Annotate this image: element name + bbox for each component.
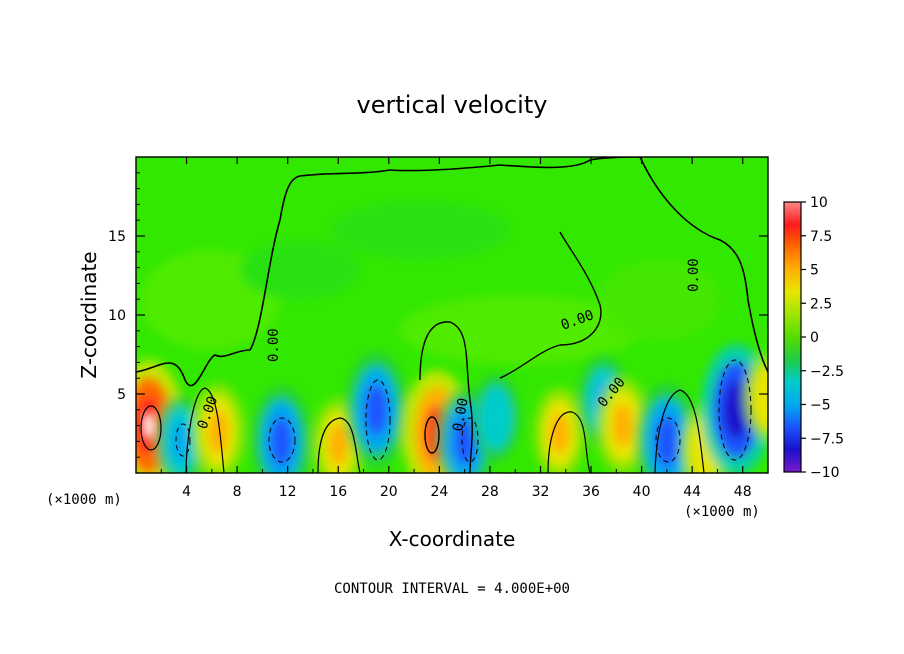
colorbar-scale	[783, 201, 802, 473]
x-axis-label: X-coordinate	[389, 527, 516, 551]
cell-layer	[136, 344, 768, 473]
contour-negative-5	[461, 417, 479, 463]
cell-core	[328, 424, 348, 466]
cell-core	[655, 415, 679, 468]
cell-core	[723, 380, 750, 439]
cell-core	[487, 398, 506, 438]
x-unit-right: (×1000 m)	[684, 504, 760, 520]
colorbar-tick-label: 5	[810, 263, 819, 279]
y-ticks: 5 10 15	[108, 172, 768, 458]
cell-core	[758, 377, 768, 417]
x-tick-label: 12	[279, 484, 297, 500]
zero-contour	[136, 157, 768, 387]
zero-contour-2	[499, 231, 602, 379]
contour-label: 0.00	[266, 328, 282, 362]
x-tick-label: 20	[380, 484, 398, 500]
x-unit-left: (×1000 m)	[46, 492, 122, 508]
colorbar-ticks: 10 7.5 5 2.5 0 −2.5 −5 −7.5 −10	[801, 195, 844, 481]
colorbar-tick-label: 7.5	[810, 229, 832, 245]
cell-core	[170, 420, 190, 462]
y-tick-label: 15	[108, 229, 126, 245]
x-tick-label: 40	[633, 484, 651, 500]
colorbar-tick-label: −2.5	[810, 364, 844, 380]
x-tick-label: 44	[683, 484, 701, 500]
cell-peak	[142, 411, 155, 440]
zero-contour-6	[654, 389, 705, 473]
zero-contour-7	[185, 387, 225, 473]
contour-label: 0.00	[686, 258, 702, 292]
chart-title: vertical velocity	[357, 91, 548, 119]
contour-negative-6	[175, 423, 191, 457]
colorbar-tick-label: 2.5	[810, 296, 832, 312]
y-tick-label: 5	[117, 387, 126, 403]
background-variation	[140, 200, 720, 365]
colorbar-tick-label: 10	[810, 195, 828, 211]
cell-core	[453, 417, 476, 466]
x-tick-label: 48	[734, 484, 752, 500]
colorbar-tick-label: −5	[810, 398, 831, 414]
contour-positive	[140, 405, 162, 451]
contour-negative-3	[268, 417, 296, 463]
colorbar-tick-label: −10	[810, 465, 840, 481]
plot-area: 0.00 0.00 0.00 0.00 0.00 0.00	[136, 157, 768, 473]
cell-core	[208, 410, 229, 454]
colorbar-tick-label: −7.5	[810, 431, 844, 447]
x-tick-label: 32	[532, 484, 550, 500]
x-tick-label: 28	[481, 484, 499, 500]
contour-label: 0.00	[450, 397, 472, 433]
cell-core	[612, 404, 633, 448]
x-tick-label: 36	[582, 484, 600, 500]
y-axis-label: Z-coordinate	[77, 251, 101, 378]
contour-negative-2	[718, 359, 752, 461]
contour-positive-2	[424, 416, 440, 454]
contour-negative-4	[655, 417, 681, 463]
contour-negative	[365, 379, 391, 461]
cell-core	[549, 412, 569, 455]
colorbar-tick-label: 0	[810, 330, 819, 346]
x-tick-label: 16	[329, 484, 347, 500]
cell-core	[364, 383, 388, 436]
colorbar: 10 7.5 5 2.5 0 −2.5 −5 −7.5 −10	[783, 195, 844, 481]
zero-contour-5	[547, 411, 591, 473]
y-tick-label: 10	[108, 308, 126, 324]
contour-interval-note: CONTOUR INTERVAL = 4.000E+00	[334, 581, 570, 597]
x-tick-label: 8	[233, 484, 242, 500]
x-tick-label: 24	[430, 484, 448, 500]
zero-contour-3	[419, 321, 473, 473]
cell-core	[270, 416, 293, 467]
zero-contour-4	[317, 417, 361, 473]
x-tick-label: 4	[182, 484, 191, 500]
x-ticks: 4 8 12 16 20 24 28 32 36 40 44 48	[160, 157, 752, 500]
